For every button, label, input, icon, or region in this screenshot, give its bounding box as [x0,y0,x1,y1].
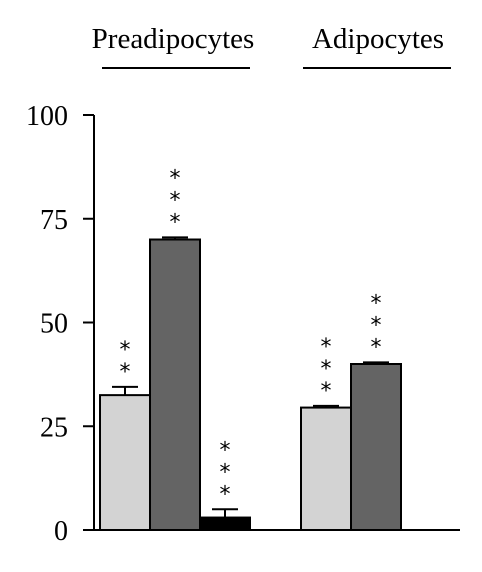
significance-star: * [220,438,231,463]
y-tick-label: 50 [40,309,68,340]
bars-layer: ************** [99,166,402,532]
bar [149,238,201,531]
significance-star: * [120,360,131,385]
significance-star: * [170,210,181,235]
significance-star: * [321,335,332,360]
y-axis-ticks: 0 25 50 75 100 [26,101,94,547]
y-tick-label: 0 [54,516,68,547]
significance-star: * [371,291,382,316]
group-label-preadipocytes: Preadipocytes [92,23,255,55]
significance-star: * [220,482,231,507]
significance-star: * [170,188,181,213]
significance-star: * [120,338,131,363]
bar [99,394,151,531]
significance-star: * [170,166,181,191]
y-tick-label: 75 [40,205,68,236]
significance-star: * [321,357,332,382]
group-label-adipocytes: Adipocytes [312,23,444,55]
y-tick-label: 25 [40,412,68,443]
y-tick-label: 100 [26,101,68,132]
significance-star: * [371,313,382,338]
significance-star: * [321,379,332,404]
bar [199,516,251,531]
bar [300,406,352,532]
bar [350,363,402,531]
significance-star: * [371,335,382,360]
significance-star: * [220,460,231,485]
